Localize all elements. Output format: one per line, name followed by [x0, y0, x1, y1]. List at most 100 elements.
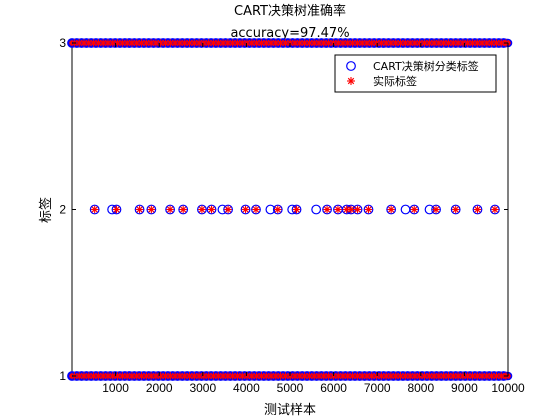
data-point-asterisk	[432, 205, 440, 214]
legend-asterisk-marker	[347, 77, 355, 85]
data-point-asterisk	[425, 39, 434, 47]
data-point-asterisk	[491, 205, 499, 214]
data-point-circle	[450, 204, 461, 215]
data-point-asterisk	[358, 372, 366, 380]
data-point-asterisk	[214, 39, 223, 47]
data-point-asterisk	[94, 39, 103, 47]
data-point-asterisk	[347, 205, 355, 214]
data-point-circle	[197, 204, 207, 215]
data-point-asterisk	[473, 205, 482, 214]
data-point-asterisk	[339, 372, 347, 380]
data-point-asterisk	[241, 205, 250, 214]
data-point-asterisk	[473, 39, 482, 47]
data-point-circle	[431, 204, 441, 215]
data-point-asterisk	[243, 39, 251, 47]
data-point-asterisk	[171, 372, 179, 380]
data-point-asterisk	[276, 39, 285, 47]
data-point-asterisk	[492, 372, 501, 380]
data-point-asterisk	[147, 39, 155, 47]
data-point-asterisk	[334, 372, 342, 380]
data-point-circle	[146, 204, 157, 215]
data-point-asterisk	[179, 205, 187, 214]
data-point-circle	[322, 204, 332, 215]
data-point-asterisk	[478, 39, 486, 47]
data-point-asterisk	[334, 205, 342, 214]
data-point-asterisk	[401, 372, 410, 380]
data-point-asterisk	[190, 372, 199, 380]
data-point-asterisk	[135, 205, 144, 214]
data-point-asterisk	[219, 372, 227, 380]
data-point-asterisk	[367, 39, 376, 47]
y-tick-label: 1	[59, 369, 66, 383]
legend-circle-marker	[346, 61, 356, 71]
data-point-asterisk	[80, 39, 88, 47]
data-point-circle	[409, 204, 420, 215]
data-point-circle	[490, 204, 500, 215]
data-point-asterisk	[252, 205, 260, 214]
data-point-asterisk	[224, 39, 232, 47]
data-point-circle	[134, 204, 145, 215]
x-tick-label: 2000	[146, 381, 173, 395]
data-point-circle	[311, 204, 322, 215]
data-point-asterisk	[198, 205, 206, 214]
data-point-circle	[251, 204, 261, 215]
legend-entry-actual: 实际标签	[373, 74, 417, 88]
data-point-asterisk	[463, 372, 472, 380]
data-point-asterisk	[233, 39, 242, 47]
y-tick-label: 2	[59, 203, 66, 217]
data-point-asterisk	[435, 372, 443, 380]
data-point-asterisk	[90, 205, 99, 214]
data-point-asterisk	[273, 205, 282, 214]
data-point-circle	[89, 204, 100, 215]
x-tick-label: 8000	[407, 381, 434, 395]
data-point-circle	[165, 204, 176, 215]
data-point-circle	[206, 204, 217, 215]
data-point-asterisk	[492, 39, 501, 47]
x-axis-label: 测试样本	[264, 403, 316, 418]
data-point-asterisk	[248, 372, 256, 380]
x-tick-label: 10000	[491, 381, 525, 395]
data-point-asterisk	[353, 372, 362, 380]
data-point-asterisk	[439, 39, 448, 47]
data-point-asterisk	[204, 372, 213, 380]
legend-entry-classified: CART决策树分类标签	[373, 59, 479, 73]
data-point-asterisk	[463, 39, 472, 47]
data-point-circle	[240, 204, 251, 215]
data-point-asterisk	[415, 39, 424, 47]
data-point-circle	[472, 204, 483, 215]
data-point-circle	[223, 204, 233, 215]
x-tick-label: 7000	[364, 381, 391, 395]
data-point-asterisk	[207, 205, 216, 214]
data-point-asterisk	[324, 39, 333, 47]
data-point-asterisk	[315, 372, 323, 380]
data-point-asterisk	[166, 205, 174, 214]
data-point-asterisk	[84, 372, 93, 380]
chart-title: CART决策树准确率	[234, 3, 346, 19]
data-point-asterisk	[305, 39, 314, 47]
data-point-circle	[178, 204, 189, 215]
data-point-asterisk	[487, 39, 496, 47]
data-point-asterisk	[75, 372, 83, 380]
data-point-asterisk	[334, 39, 342, 47]
data-point-asterisk	[224, 205, 232, 214]
x-tick-label: 3000	[189, 381, 216, 395]
data-point-circle	[363, 204, 374, 215]
data-point-asterisk	[161, 372, 170, 380]
x-tick-label: 1000	[102, 381, 129, 395]
data-point-asterisk	[166, 372, 175, 380]
data-point-asterisk	[449, 39, 458, 47]
data-point-asterisk	[252, 39, 261, 47]
data-point-asterisk	[248, 39, 256, 47]
data-point-circle	[111, 204, 122, 215]
data-point-asterisk	[410, 205, 419, 214]
chart-subtitle: accuracy=97.47%	[230, 26, 349, 41]
x-tick-label: 4000	[233, 381, 260, 395]
data-point-asterisk	[310, 372, 318, 380]
data-point-asterisk	[391, 372, 400, 380]
data-point-asterisk	[353, 205, 362, 214]
data-point-circle	[386, 204, 397, 215]
data-point-asterisk	[468, 372, 477, 380]
x-tick-label: 9000	[451, 381, 478, 395]
axis-ticks: 1000 2000 3000 4000 5000 6000 7000 8000 9000 1000…	[59, 36, 525, 395]
